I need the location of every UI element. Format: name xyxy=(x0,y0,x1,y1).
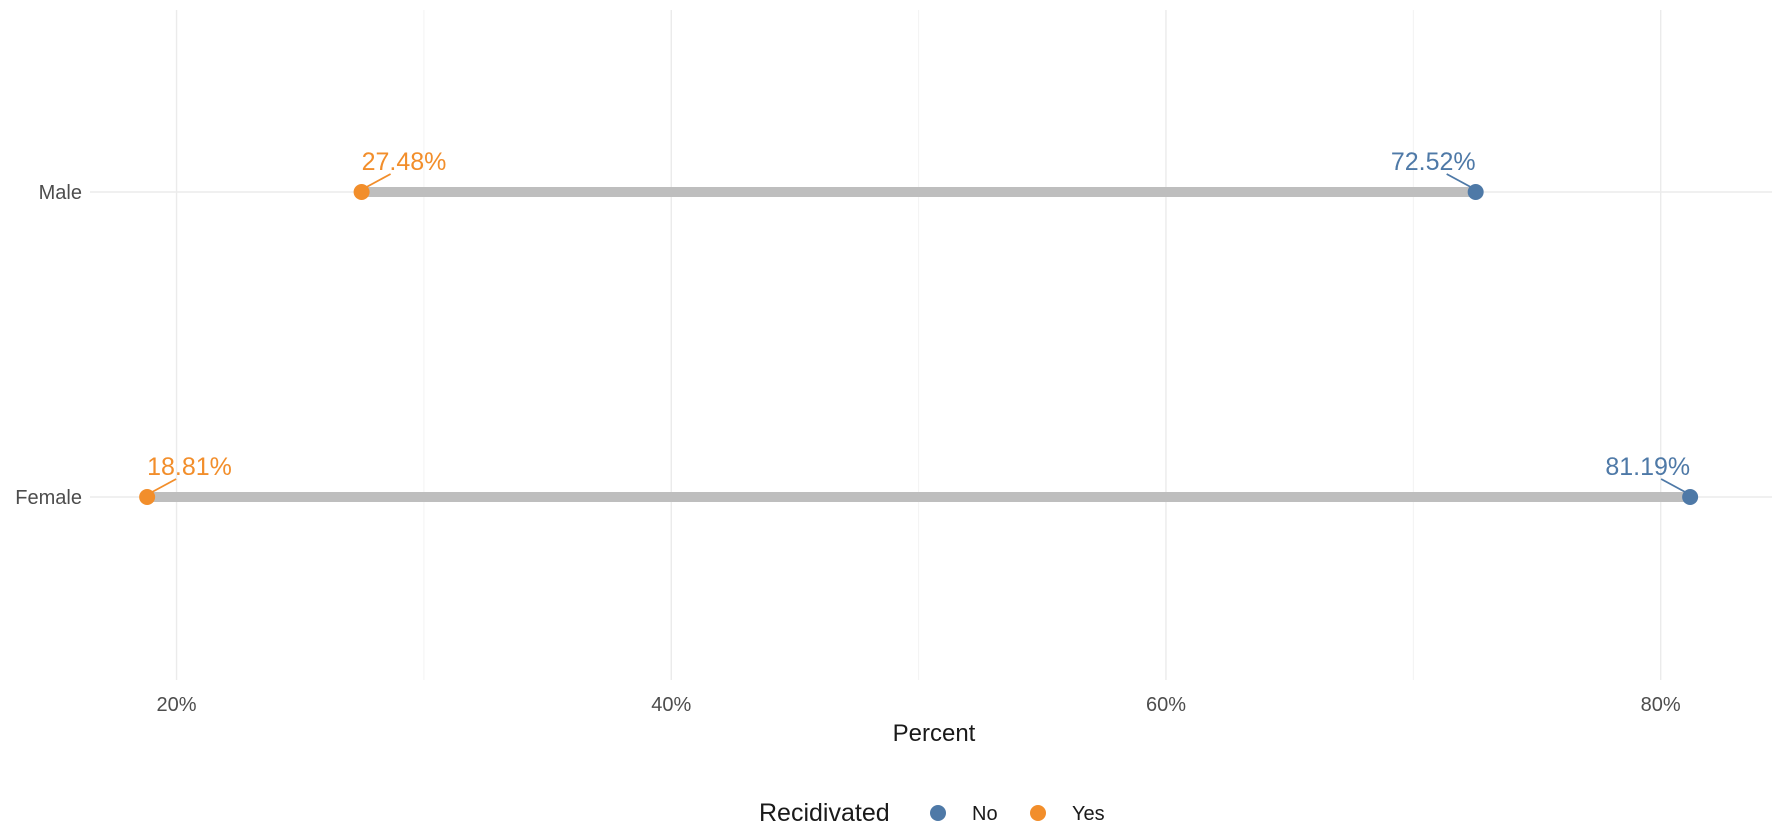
legend-label-yes: Yes xyxy=(1072,803,1105,825)
legend-key-yes xyxy=(1030,805,1046,821)
data-points xyxy=(139,184,1699,505)
point-yes xyxy=(353,184,370,200)
x-tick-label: 60% xyxy=(1146,694,1186,716)
legend-key-no xyxy=(930,805,946,821)
data-label-no: 72.52% xyxy=(1391,148,1476,176)
point-no xyxy=(1467,184,1484,200)
label-leader-line xyxy=(1446,173,1472,188)
legend: Recidivated No Yes xyxy=(759,799,1105,827)
label-leader-line xyxy=(151,478,177,493)
data-labels: 27.48% 72.52% 18.81% 81.19% xyxy=(147,148,1690,493)
data-label-no: 81.19% xyxy=(1605,453,1690,481)
x-tick-label: 20% xyxy=(157,694,197,716)
legend-title: Recidivated xyxy=(759,799,890,827)
legend-items: No Yes xyxy=(930,803,1105,825)
y-axis-ticks: Male Female xyxy=(15,182,82,509)
grid-lines xyxy=(90,10,1772,680)
dumbbell-segments xyxy=(147,187,1691,502)
data-label-yes: 18.81% xyxy=(147,453,232,481)
legend-label-no: No xyxy=(972,803,998,825)
y-tick-label: Female xyxy=(15,487,82,509)
x-tick-label: 80% xyxy=(1641,694,1681,716)
label-leader-line xyxy=(366,173,392,188)
label-leader-line xyxy=(1660,478,1686,493)
point-no xyxy=(1682,489,1699,505)
y-tick-label: Male xyxy=(39,182,82,204)
point-yes xyxy=(139,489,156,505)
x-tick-label: 40% xyxy=(651,694,691,716)
x-axis-title: Percent xyxy=(893,720,976,747)
x-axis-ticks: 20% 40% 60% 80% xyxy=(157,694,1681,716)
data-label-yes: 27.48% xyxy=(362,148,447,176)
